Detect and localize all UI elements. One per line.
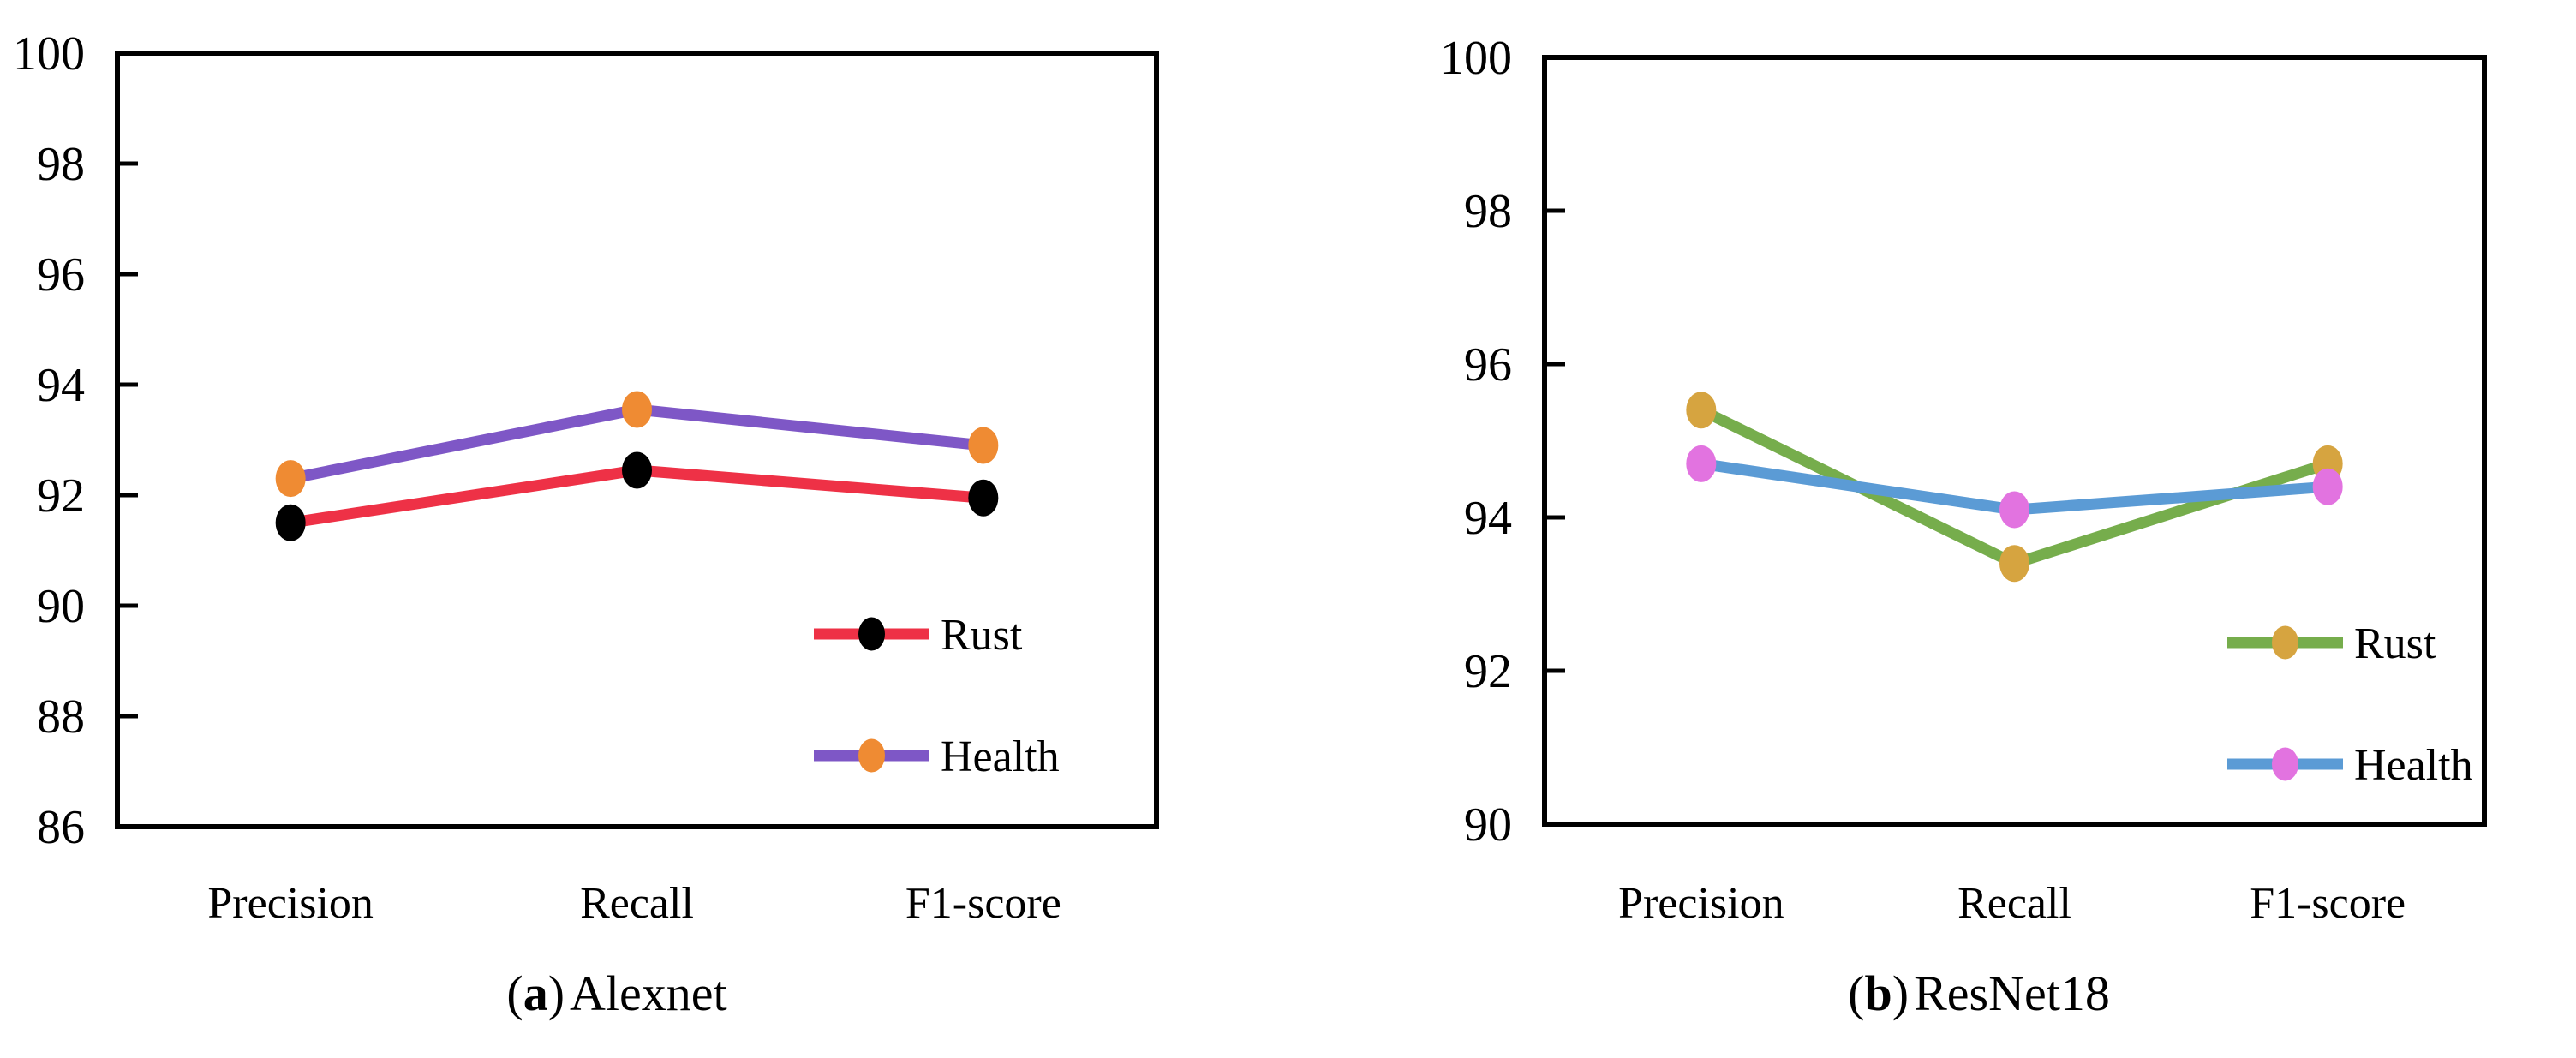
y-tick-label: 96	[37, 248, 85, 302]
data-marker-health	[1686, 445, 1717, 482]
y-tick-label: 94	[1464, 492, 1512, 545]
legend-marker-health	[858, 738, 885, 773]
legend-label-health: Health	[941, 732, 1060, 781]
caption-alexnet: (a) Alexnet	[34, 965, 1199, 1022]
legend-marker-rust	[2272, 625, 2298, 660]
y-tick-label: 92	[1464, 645, 1512, 698]
caption-paren-open: (	[506, 965, 523, 1021]
y-tick-label: 90	[37, 580, 85, 633]
data-marker-rust	[622, 451, 652, 489]
y-tick-label: 100	[13, 27, 85, 81]
y-tick-label: 94	[37, 359, 85, 412]
caption-resnet18: (b) ResNet18	[1396, 965, 2561, 1022]
legend-label-health: Health	[2354, 741, 2473, 790]
legend-marker-rust	[858, 617, 885, 651]
y-tick-label: 88	[37, 690, 85, 744]
x-category-label: F1-score	[2250, 879, 2406, 928]
data-marker-health	[275, 460, 306, 498]
caption-title: ResNet18	[1914, 965, 2110, 1021]
series-line-rust	[1695, 404, 2334, 570]
data-marker-rust	[968, 479, 999, 517]
data-marker-rust	[275, 504, 306, 541]
data-marker-health	[622, 391, 652, 428]
legend-label-rust: Rust	[2354, 619, 2436, 668]
legend-label-rust: Rust	[941, 611, 1023, 660]
plot-border-alexnet	[115, 51, 1159, 829]
data-marker-rust	[1999, 545, 2029, 583]
plot-border-resnet18	[1542, 55, 2487, 827]
data-marker-rust	[1686, 392, 1717, 429]
y-tick-label: 90	[1464, 798, 1512, 852]
caption-paren-close: )	[547, 965, 565, 1021]
data-marker-health	[1999, 491, 2029, 529]
x-category-label: Precision	[207, 879, 374, 928]
caption-paren-close: )	[1892, 965, 1910, 1021]
y-tick-label: 98	[1464, 185, 1512, 238]
y-tick-label: 86	[37, 801, 85, 854]
y-tick-label: 92	[37, 469, 85, 523]
data-marker-health	[968, 427, 999, 464]
x-category-label: F1-score	[905, 879, 1061, 928]
y-tick-label: 100	[1440, 32, 1512, 85]
y-tick-label: 96	[1464, 338, 1512, 392]
x-category-label: Recall	[580, 879, 694, 928]
caption-letter: a	[523, 965, 548, 1021]
x-category-label: Recall	[1957, 879, 2071, 928]
x-category-label: Precision	[1618, 879, 1784, 928]
caption-title: Alexnet	[570, 965, 727, 1021]
y-tick-label: 98	[37, 138, 85, 191]
data-marker-health	[2312, 468, 2343, 505]
legend-marker-health	[2272, 747, 2298, 781]
caption-letter: b	[1864, 965, 1892, 1021]
caption-paren-open: (	[1848, 965, 1865, 1021]
